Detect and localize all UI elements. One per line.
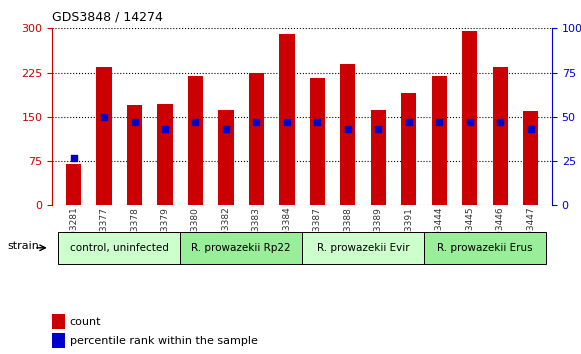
Bar bbox=[462, 31, 478, 205]
Bar bbox=[371, 110, 386, 205]
Point bbox=[69, 155, 78, 160]
Text: count: count bbox=[70, 317, 101, 327]
Text: strain: strain bbox=[8, 241, 40, 251]
Bar bbox=[127, 105, 142, 205]
Point bbox=[313, 119, 322, 125]
Bar bbox=[310, 79, 325, 205]
Point bbox=[435, 119, 444, 125]
Bar bbox=[432, 75, 447, 205]
Bar bbox=[279, 34, 295, 205]
Point bbox=[465, 119, 474, 125]
Text: R. prowazekii Erus: R. prowazekii Erus bbox=[437, 243, 533, 253]
Bar bbox=[96, 67, 112, 205]
Point bbox=[282, 119, 292, 125]
Point bbox=[160, 126, 170, 132]
Point bbox=[526, 126, 535, 132]
Bar bbox=[66, 164, 81, 205]
Bar bbox=[340, 64, 356, 205]
Text: R. prowazekii Rp22: R. prowazekii Rp22 bbox=[191, 243, 291, 253]
FancyBboxPatch shape bbox=[302, 232, 424, 264]
Point bbox=[99, 114, 109, 120]
Bar bbox=[493, 67, 508, 205]
FancyBboxPatch shape bbox=[424, 232, 546, 264]
Point bbox=[374, 126, 383, 132]
Text: R. prowazekii Evir: R. prowazekii Evir bbox=[317, 243, 410, 253]
Bar bbox=[52, 314, 64, 329]
Bar bbox=[249, 73, 264, 205]
Text: control, uninfected: control, uninfected bbox=[70, 243, 168, 253]
Point bbox=[496, 119, 505, 125]
Point bbox=[191, 119, 200, 125]
Text: percentile rank within the sample: percentile rank within the sample bbox=[70, 336, 257, 346]
Point bbox=[404, 119, 414, 125]
Point bbox=[252, 119, 261, 125]
Bar bbox=[401, 93, 417, 205]
Bar bbox=[218, 110, 234, 205]
FancyBboxPatch shape bbox=[58, 232, 180, 264]
FancyBboxPatch shape bbox=[180, 232, 302, 264]
Bar bbox=[188, 75, 203, 205]
Bar bbox=[523, 111, 538, 205]
Point bbox=[343, 126, 353, 132]
Point bbox=[221, 126, 231, 132]
Bar bbox=[157, 104, 173, 205]
Point bbox=[130, 119, 139, 125]
Text: GDS3848 / 14274: GDS3848 / 14274 bbox=[52, 11, 163, 24]
Bar bbox=[52, 333, 64, 348]
